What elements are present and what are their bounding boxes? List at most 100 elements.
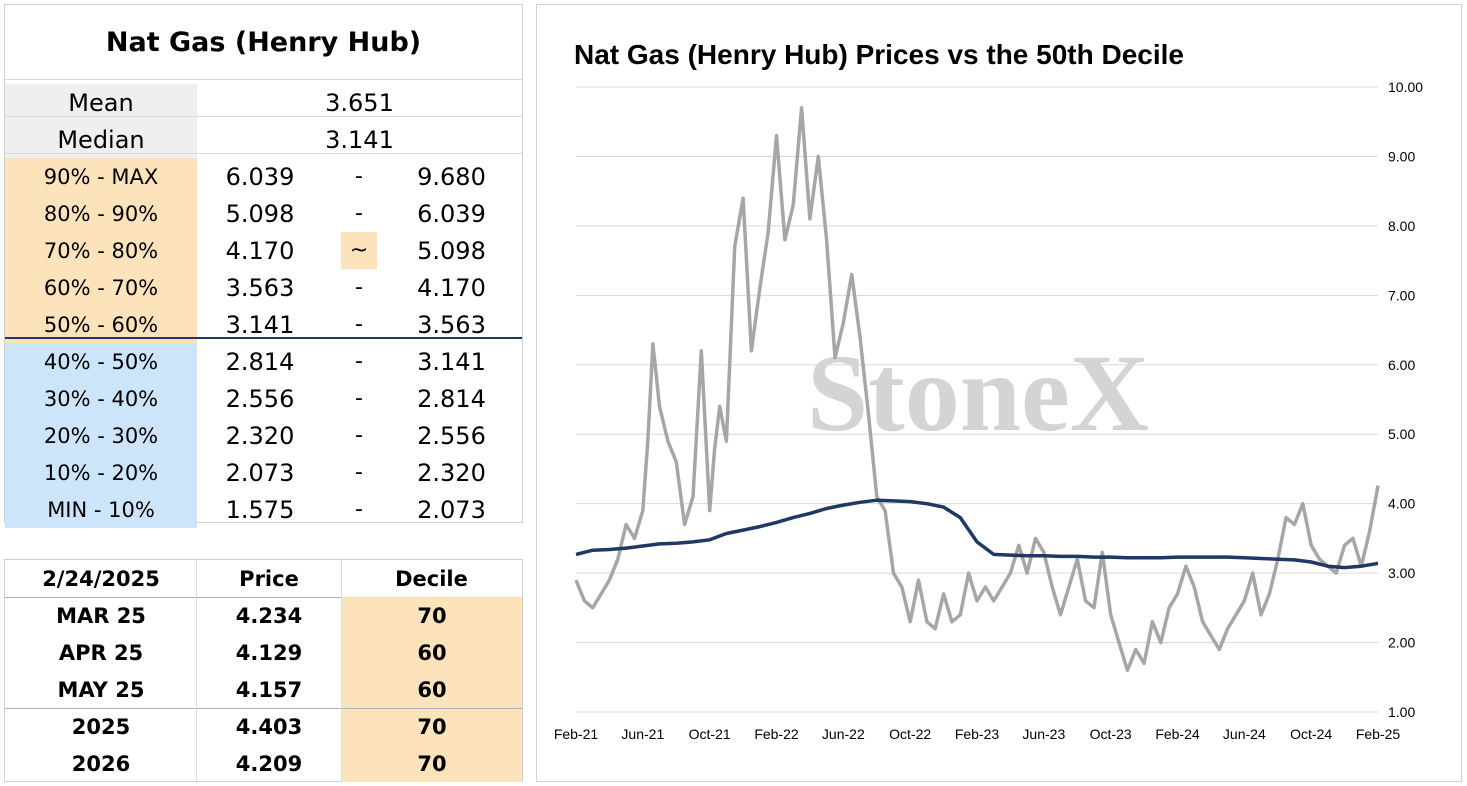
x-tick-label: Feb-21: [554, 726, 599, 742]
y-tick-label: 1.00: [1388, 704, 1415, 720]
decile-low: 5.098: [225, 199, 295, 228]
price-series-line: [574, 106, 1380, 673]
contract-decile: 70: [342, 708, 522, 745]
median-value: 3.141: [325, 125, 394, 154]
y-tick-label: 3.00: [1388, 565, 1415, 581]
contract-decile: 60: [342, 671, 522, 708]
contract-price: 4.129: [235, 640, 303, 665]
x-tick-label: Jun-24: [1223, 726, 1266, 742]
decile-row: 20% - 30% 2.320 - 2.556: [5, 417, 522, 454]
median-label: Median: [5, 121, 197, 158]
mean-label: Mean: [5, 84, 197, 121]
decile-label: 20% - 30%: [5, 417, 197, 454]
decile-low: 1.575: [225, 495, 295, 524]
decile-label: MIN - 10%: [5, 491, 197, 528]
decile-low: 2.556: [225, 384, 295, 413]
contract-name: 2025: [71, 714, 131, 739]
decile-separator: -: [355, 201, 363, 226]
chart-panel: Nat Gas (Henry Hub) Prices vs the 50th D…: [536, 4, 1462, 782]
decile-separator: -: [355, 497, 363, 522]
decile-low: 4.170: [225, 236, 295, 265]
decile-label: 30% - 40%: [5, 380, 197, 417]
decile-low: 2.814: [225, 347, 295, 376]
x-tick-label: Oct-23: [1090, 726, 1132, 742]
contract-row: 2026 4.209 70: [5, 745, 522, 782]
x-tick-label: Oct-22: [889, 726, 931, 742]
decile-row: 30% - 40% 2.556 - 2.814: [5, 380, 522, 417]
decile-row: MIN - 10% 1.575 - 2.073: [5, 491, 522, 528]
x-tick-label: Feb-23: [955, 726, 1000, 742]
x-tick-label: Feb-25: [1356, 726, 1401, 742]
decile-low: 2.320: [225, 421, 295, 450]
decile-row: 10% - 20% 2.073 - 2.320: [5, 454, 522, 491]
y-tick-label: 6.00: [1388, 357, 1415, 373]
contract-decile: 60: [342, 634, 522, 671]
contract-name: 2026: [71, 751, 131, 776]
decile-row: 50% - 60% 3.141 - 3.563: [5, 306, 522, 343]
decile-low: 3.563: [225, 273, 295, 302]
y-tick-label: 2.00: [1388, 635, 1415, 651]
contract-header-row: 2/24/2025 Price Decile: [5, 560, 522, 597]
stonex-watermark: StoneX: [807, 332, 1149, 454]
decile-label: 90% - MAX: [5, 158, 197, 195]
decile-high: 2.320: [417, 458, 486, 487]
mean-row: Mean 3.651: [5, 84, 522, 121]
decile-separator: -: [355, 460, 363, 485]
mean-value: 3.651: [325, 88, 394, 117]
decile-row: 80% - 90% 5.098 - 6.039: [5, 195, 522, 232]
price-chart: Nat Gas (Henry Hub) Prices vs the 50th D…: [554, 39, 1423, 742]
y-tick-label: 4.00: [1388, 496, 1415, 512]
decile-row: 40% - 50% 2.814 - 3.141: [5, 343, 522, 380]
decile-low: 2.073: [225, 458, 295, 487]
contract-row: MAR 25 4.234 70: [5, 597, 522, 634]
decile-separator: -: [355, 386, 363, 411]
x-tick-label: Jun-23: [1022, 726, 1065, 742]
x-tick-label: Jun-22: [822, 726, 865, 742]
contract-price: 4.403: [235, 714, 303, 739]
decile-label: 80% - 90%: [5, 195, 197, 232]
decile-high: 3.563: [417, 310, 486, 339]
y-tick-label: 7.00: [1388, 287, 1415, 303]
contract-decile: 70: [342, 745, 522, 782]
decile-high: 2.073: [417, 495, 486, 524]
contract-price: 4.234: [235, 603, 303, 628]
decile-separator: ~: [341, 232, 377, 269]
median-divider: [5, 337, 522, 339]
contract-price: 4.209: [235, 751, 303, 776]
y-tick-label: 8.00: [1388, 218, 1415, 234]
decile-label: 10% - 20%: [5, 454, 197, 491]
contract-price: 4.157: [235, 677, 303, 702]
decile-high: 4.170: [417, 273, 486, 302]
contract-name: APR 25: [58, 640, 144, 665]
decile-label: 40% - 50%: [5, 343, 197, 380]
decile-separator: -: [355, 275, 363, 300]
table-title: Nat Gas (Henry Hub): [105, 26, 422, 58]
y-tick-label: 10.00: [1388, 79, 1423, 95]
chart-title: Nat Gas (Henry Hub) Prices vs the 50th D…: [574, 39, 1184, 70]
decile-high: 3.141: [417, 347, 486, 376]
x-tick-label: Jun-21: [621, 726, 664, 742]
median-row: Median 3.141: [5, 121, 522, 158]
decile-row: 70% - 80% 4.170 ~5.098: [5, 232, 522, 269]
x-tick-label: Oct-21: [689, 726, 731, 742]
contract-row: 2025 4.403 70: [5, 708, 522, 745]
decile-low: 3.141: [225, 310, 295, 339]
contract-row: APR 25 4.129 60: [5, 634, 522, 671]
decile-high: 2.556: [417, 421, 486, 450]
decile-high: 5.098: [417, 236, 486, 265]
x-tick-label: Oct-24: [1290, 726, 1332, 742]
decile-label: 60% - 70%: [5, 269, 197, 306]
decile-row: 90% - MAX 6.039 - 9.680: [5, 158, 522, 195]
decile-separator: -: [355, 423, 363, 448]
decile-row: 60% - 70% 3.563 - 4.170: [5, 269, 522, 306]
decile-high: 2.814: [417, 384, 486, 413]
decile-separator: -: [355, 349, 363, 374]
y-tick-label: 9.00: [1388, 148, 1415, 164]
decile-high: 9.680: [417, 162, 486, 191]
contract-decile: 70: [342, 597, 522, 634]
decile-separator: -: [355, 312, 363, 337]
decile-50th-line: [575, 498, 1379, 570]
header-date: 2/24/2025: [42, 566, 160, 591]
contract-name: MAY 25: [57, 677, 145, 702]
decile-low: 6.039: [225, 162, 295, 191]
